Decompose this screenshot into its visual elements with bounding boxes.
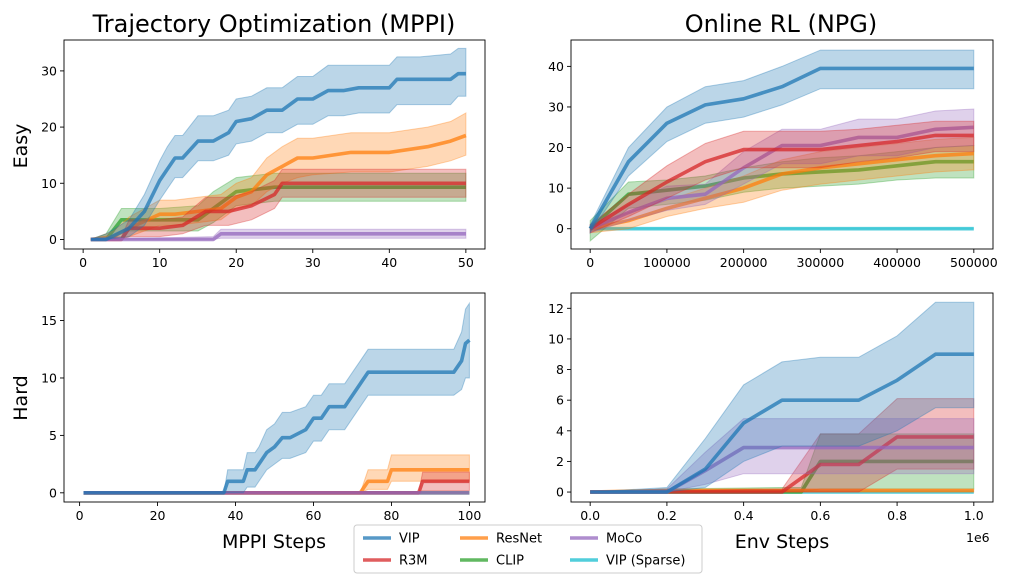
axes-frame bbox=[63, 292, 486, 503]
x-tick-label: 0.8 bbox=[887, 508, 907, 523]
legend-label-r3m: R3M bbox=[399, 554, 428, 569]
column-title-mppi: Trajectory Optimization (MPPI) bbox=[92, 10, 456, 38]
x-tick-label: 10 bbox=[152, 255, 168, 270]
x-tick-label: 0 bbox=[76, 508, 84, 523]
series-line-vip bbox=[588, 66, 974, 230]
x-tick-label: 0 bbox=[79, 255, 87, 270]
x-tick-label: 1.0 bbox=[964, 508, 984, 523]
x-tick-label: 0.0 bbox=[580, 508, 600, 523]
y-tick-label: 8 bbox=[556, 362, 564, 377]
x-tick-label: 200000 bbox=[720, 255, 768, 270]
subplot-npg-hard: 0.0 0.2 0.4 0.6 0.8 1.0 0 2 4 6 8 10 12 bbox=[548, 292, 994, 523]
y-tick-label: 4 bbox=[556, 423, 564, 438]
y-tick-label: 0 bbox=[556, 221, 564, 236]
y-tick-label: 40 bbox=[548, 59, 564, 74]
x-tick-label: 20 bbox=[228, 255, 244, 270]
series-line-vip bbox=[83, 338, 471, 495]
band-moco bbox=[589, 108, 975, 234]
x-tick-label: 40 bbox=[228, 508, 244, 523]
y-tick-label: 12 bbox=[548, 301, 564, 316]
y-tick-label: 10 bbox=[41, 370, 57, 385]
series-line-resnet bbox=[90, 133, 467, 242]
x-tick-label: 50 bbox=[458, 255, 474, 270]
x-tick-label: 0.4 bbox=[734, 508, 754, 523]
row-label-easy: Easy bbox=[10, 124, 32, 169]
band-r3m bbox=[589, 120, 975, 234]
subplot-mppi-easy: 0 10 20 30 40 50 0 10 20 30 bbox=[41, 39, 486, 270]
y-tick-label: 0 bbox=[556, 485, 564, 500]
row-label-hard: Hard bbox=[10, 375, 32, 420]
legend-label-moco: MoCo bbox=[606, 532, 642, 547]
series-line-resnet bbox=[589, 151, 974, 231]
y-tick-label: 0 bbox=[49, 232, 57, 247]
x-tick-label: 80 bbox=[383, 508, 399, 523]
axes-frame bbox=[570, 39, 994, 250]
plot-area bbox=[90, 47, 467, 242]
x-axis-offset-text: 1e6 bbox=[966, 530, 990, 545]
series-line-vip bbox=[590, 352, 974, 494]
y-tick-label: 10 bbox=[548, 181, 564, 196]
x-tick-label: 400000 bbox=[873, 255, 921, 270]
y-tick-label: 10 bbox=[548, 331, 564, 346]
legend-label-vip-sparse: VIP (Sparse) bbox=[606, 554, 685, 569]
legend-label-vip: VIP bbox=[399, 532, 420, 547]
y-tick-label: 30 bbox=[548, 99, 564, 114]
axes-frame bbox=[570, 292, 994, 503]
x-axis-label-mppi: MPPI Steps bbox=[222, 531, 326, 553]
y-tick-label: 20 bbox=[41, 120, 57, 135]
series-line-moco bbox=[90, 232, 466, 242]
plot-area bbox=[588, 49, 975, 242]
x-tick-label: 500000 bbox=[950, 255, 998, 270]
column-title-npg: Online RL (NPG) bbox=[685, 10, 877, 38]
x-tick-label: 300000 bbox=[797, 255, 845, 270]
legend-label-resnet: ResNet bbox=[496, 532, 542, 547]
x-tick-label: 30 bbox=[305, 255, 321, 270]
x-tick-label: 100 bbox=[457, 508, 481, 523]
y-tick-label: 20 bbox=[548, 140, 564, 155]
y-tick-label: 30 bbox=[41, 63, 57, 78]
band-r3m bbox=[590, 398, 975, 493]
series-line-moco bbox=[589, 125, 974, 231]
y-tick-label: 6 bbox=[556, 393, 564, 408]
y-tick-label: 0 bbox=[49, 485, 57, 500]
band-resnet bbox=[90, 112, 467, 240]
y-tick-label: 5 bbox=[49, 428, 57, 443]
plot-area bbox=[590, 301, 975, 494]
x-tick-label: 0.2 bbox=[657, 508, 677, 523]
series-line-vip bbox=[90, 71, 466, 242]
plot-area bbox=[83, 301, 471, 495]
y-tick-label: 2 bbox=[556, 454, 564, 469]
y-tick-label: 10 bbox=[41, 176, 57, 191]
legend-frame bbox=[353, 524, 703, 574]
y-tick-label: 15 bbox=[41, 313, 57, 328]
series-line-r3m bbox=[589, 133, 974, 231]
legend-label-clip: CLIP bbox=[496, 554, 524, 569]
series-line-r3m bbox=[590, 435, 974, 494]
x-tick-label: 60 bbox=[306, 508, 322, 523]
subplot-mppi-hard: 0 20 40 60 80 100 0 5 10 15 bbox=[41, 292, 486, 523]
x-tick-label: 0 bbox=[586, 255, 594, 270]
x-axis-label-env: Env Steps bbox=[735, 531, 830, 553]
x-tick-label: 100000 bbox=[643, 255, 691, 270]
x-tick-label: 40 bbox=[381, 255, 397, 270]
x-tick-label: 20 bbox=[150, 508, 166, 523]
legend: VIP R3M ResNet CLIP MoCo VIP (Sparse) bbox=[353, 524, 703, 574]
x-tick-label: 0.6 bbox=[810, 508, 830, 523]
subplot-npg-easy: 0 100000 200000 300000 400000 500000 0 10 20 30 40 bbox=[548, 39, 998, 270]
axes-frame bbox=[63, 39, 486, 250]
